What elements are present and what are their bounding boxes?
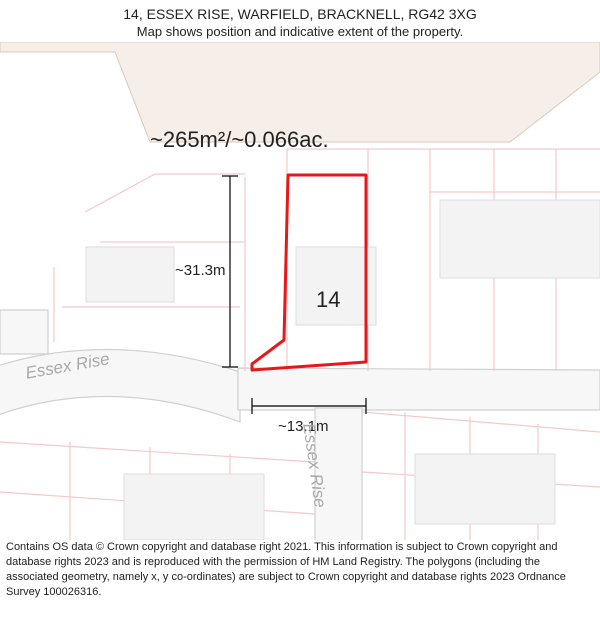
area-label: ~265m²/~0.066ac. (150, 127, 329, 153)
copyright-footer: Contains OS data © Crown copyright and d… (6, 540, 594, 599)
page-title: 14, ESSEX RISE, WARFIELD, BRACKNELL, RG4… (0, 6, 600, 22)
house-number-label: 14 (316, 287, 340, 313)
plot-map (0, 42, 600, 540)
page-subtitle: Map shows position and indicative extent… (0, 24, 600, 39)
page-root: 14, ESSEX RISE, WARFIELD, BRACKNELL, RG4… (0, 0, 600, 625)
map-area: ~265m²/~0.066ac. ~31.3m ~13.1m 14 Essex … (0, 42, 600, 540)
height-dimension-label: ~31.3m (175, 262, 225, 279)
